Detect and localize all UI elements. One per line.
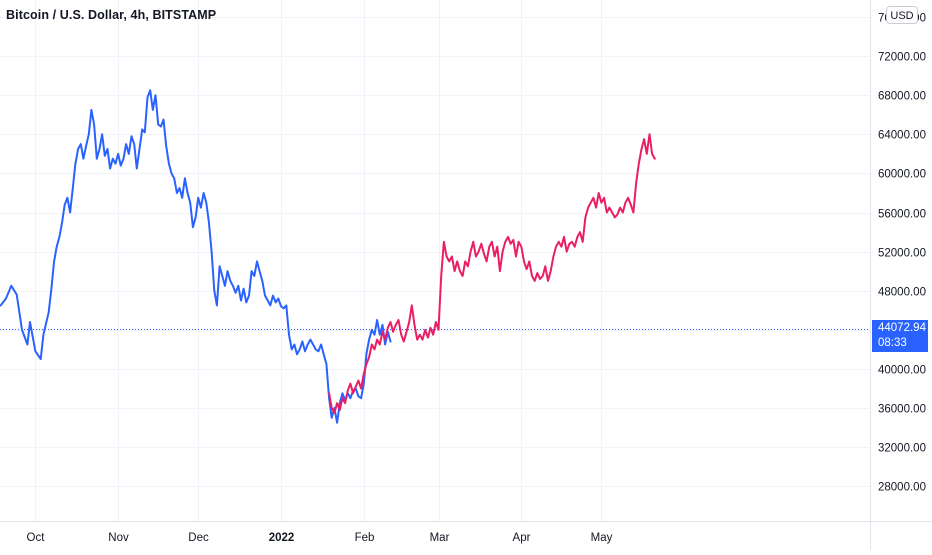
symbol-title: Bitcoin / U.S. Dollar, 4h, BITSTAMP — [6, 8, 217, 22]
time-axis-label: May — [591, 532, 613, 544]
time-axis-label: Mar — [430, 532, 450, 544]
time-axis[interactable]: Oct Nov Dec 2022 Feb Mar Apr May — [27, 532, 613, 544]
time-axis-label: Dec — [188, 532, 209, 544]
price-axis-label: 60000.00 — [878, 169, 926, 181]
price-axis-label: 48000.00 — [878, 287, 926, 299]
price-axis-label: 64000.00 — [878, 130, 926, 142]
price-axis-label: 68000.00 — [878, 91, 926, 103]
time-axis-label: Apr — [513, 532, 531, 544]
price-axis-label: 36000.00 — [878, 404, 926, 416]
price-axis-label: 52000.00 — [878, 248, 926, 260]
price-axis-label: 28000.00 — [878, 482, 926, 494]
last-price-value: 44072.94 — [878, 322, 926, 334]
price-axis-label: 40000.00 — [878, 365, 926, 377]
grid — [0, 0, 870, 521]
price-axis-label: 56000.00 — [878, 209, 926, 221]
series-line-pink — [328, 133, 656, 414]
time-axis-label: Nov — [108, 532, 129, 544]
last-price-badge: 44072.94 08:33 — [872, 320, 928, 352]
time-axis-label: Feb — [355, 532, 375, 544]
series-line-blue — [0, 89, 392, 424]
series — [0, 89, 656, 424]
price-axis-label: 72000.00 — [878, 52, 926, 64]
currency-button[interactable]: USD — [886, 6, 918, 24]
time-axis-label: Oct — [27, 532, 46, 544]
price-axis-label: 32000.00 — [878, 443, 926, 455]
bar-countdown: 08:33 — [878, 337, 907, 349]
time-axis-label: 2022 — [269, 532, 295, 544]
price-axis[interactable]: 76000.0072000.0068000.0064000.0060000.00… — [878, 13, 926, 494]
